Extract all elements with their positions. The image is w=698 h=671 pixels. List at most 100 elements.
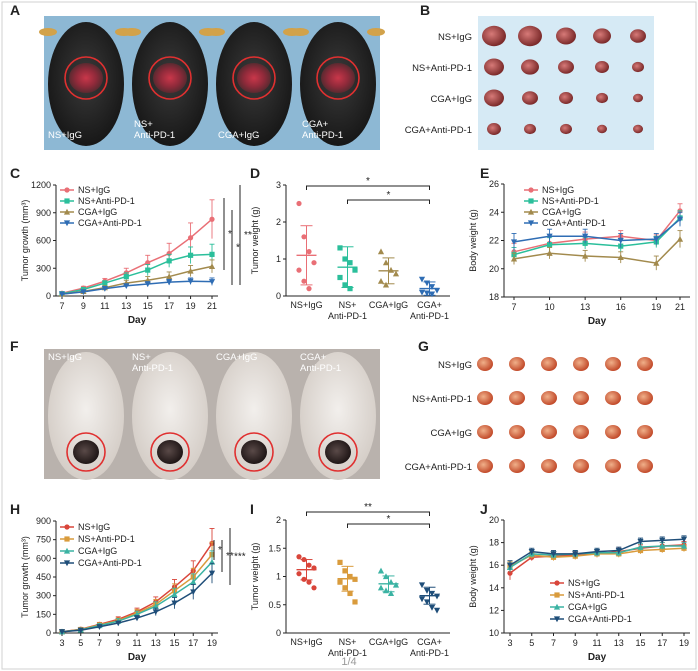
y-tick-label: 450 [36,572,51,582]
data-point [342,256,348,262]
panel-F-label: CGA+ [300,352,327,363]
tumor-circle [318,432,358,472]
x-tick-label: 13 [151,638,161,648]
panel-letter-B: B [420,2,430,18]
y-axis-label: Body weight (g) [468,545,478,608]
tumor-site [241,440,267,464]
legend: NS+IgG NS+Anti-PD-1 CGA+IgG CGA+Anti-PD-1 [550,578,632,624]
series-3 [510,211,684,251]
x-tick-label: 19 [651,302,661,312]
x-category-label: NS+ [339,637,357,647]
panel-B-row-label: NS+Anti-PD-1 [412,63,472,74]
panel-F-label: Anti-PD-1 [300,363,341,374]
panel-G-tumor [605,357,621,371]
legend-label: NS+Anti-PD-1 [568,590,625,600]
panel-letter-J: J [480,501,488,517]
data-point [418,276,426,283]
x-tick-label: 13 [121,301,131,311]
tumor-site [325,440,351,464]
data-point [187,235,194,241]
data-point [306,579,312,585]
series-3 [506,535,688,570]
data-point [550,551,557,558]
data-point [582,240,588,246]
tumor-circle [232,56,276,100]
data-point [387,590,395,597]
data-point [187,278,194,285]
legend-label: CGA+IgG [542,207,581,217]
panel-A-mouse-4: CGA+Anti-PD-1 [291,22,385,146]
y-tick-label: 600 [36,236,51,246]
data-point [637,538,644,545]
legend-label: CGA+IgG [568,602,607,612]
legend-label: CGA+Anti-PD-1 [78,558,142,568]
x-tick-label: 15 [635,638,645,648]
y-axis-label: Body weight (g) [468,209,478,272]
legend-label: NS+IgG [542,185,574,195]
data-point [382,281,390,288]
x-category-label: NS+IgG [290,637,322,647]
data-point [680,536,688,543]
panel-B-tumor [556,27,576,45]
legend-label: CGA+Anti-PD-1 [78,218,142,228]
data-point [166,273,173,280]
panel-A-label: Anti-PD-1 [302,130,343,141]
data-point [377,278,385,284]
legend-marker [527,220,535,227]
panel-G-tumor [605,459,621,473]
tumor-site [73,440,99,464]
data-point [102,280,108,286]
x-tick-label: 9 [81,301,86,311]
panel-B-tumor [518,25,542,47]
panel-A-label: NS+ [134,119,153,130]
data-point [145,267,151,273]
data-point [144,281,151,288]
data-point [311,260,317,266]
pin-left [123,28,141,36]
panel-G-row-label: CGA+IgG [431,428,472,439]
chart-H: 0 150 300 450 600 750 900 Tumor growth (mm³) 3 5 7… [20,516,246,663]
data-point [171,600,178,607]
significance-star: * [387,514,391,525]
panel-F-label: Anti-PD-1 [132,363,173,374]
data-point [347,260,353,266]
data-point [423,599,431,606]
data-point [617,237,624,244]
data-point [418,582,426,589]
tumor-site [237,63,271,93]
y-axis-label: Tumor weight (g) [250,543,260,611]
tumor-site [157,440,183,464]
panel-A-label: CGA+IgG [218,130,259,141]
data-point [123,283,130,290]
data-point [342,282,348,288]
x-tick-label: 9 [573,638,578,648]
tumor-circle [316,56,360,100]
y-tick-label: 1200 [31,180,51,190]
legend-marker [63,220,71,227]
data-point [152,603,159,609]
y-tick-label: 22 [489,236,499,246]
legend-marker [527,208,535,215]
data-point [423,290,431,297]
legend-label: NS+Anti-PD-1 [78,196,135,206]
y-tick-label: 14 [489,583,499,593]
legend-marker [553,616,561,623]
data-point [337,579,343,585]
x-category-label: Anti-PD-1 [410,648,449,658]
data-point [301,278,307,284]
panel-G-tumor [637,459,653,473]
data-point [306,562,312,568]
panel-B-tumor [482,25,506,47]
x-axis-label: Day [588,652,607,663]
data-point [572,551,579,558]
panel-letter-F: F [10,338,19,354]
tumor-circle [150,432,190,472]
panel-G-tumor [605,391,621,405]
series-3 [58,277,216,298]
panel-G-tumor [573,357,589,371]
legend-marker [63,547,71,554]
y-tick-label: 0 [46,628,51,638]
y-tick-label: 16 [489,560,499,570]
chart-J: 10 12 14 16 18 20 Body weight (g) 3 5 7 9 11 13 15 17 1… [468,515,690,663]
